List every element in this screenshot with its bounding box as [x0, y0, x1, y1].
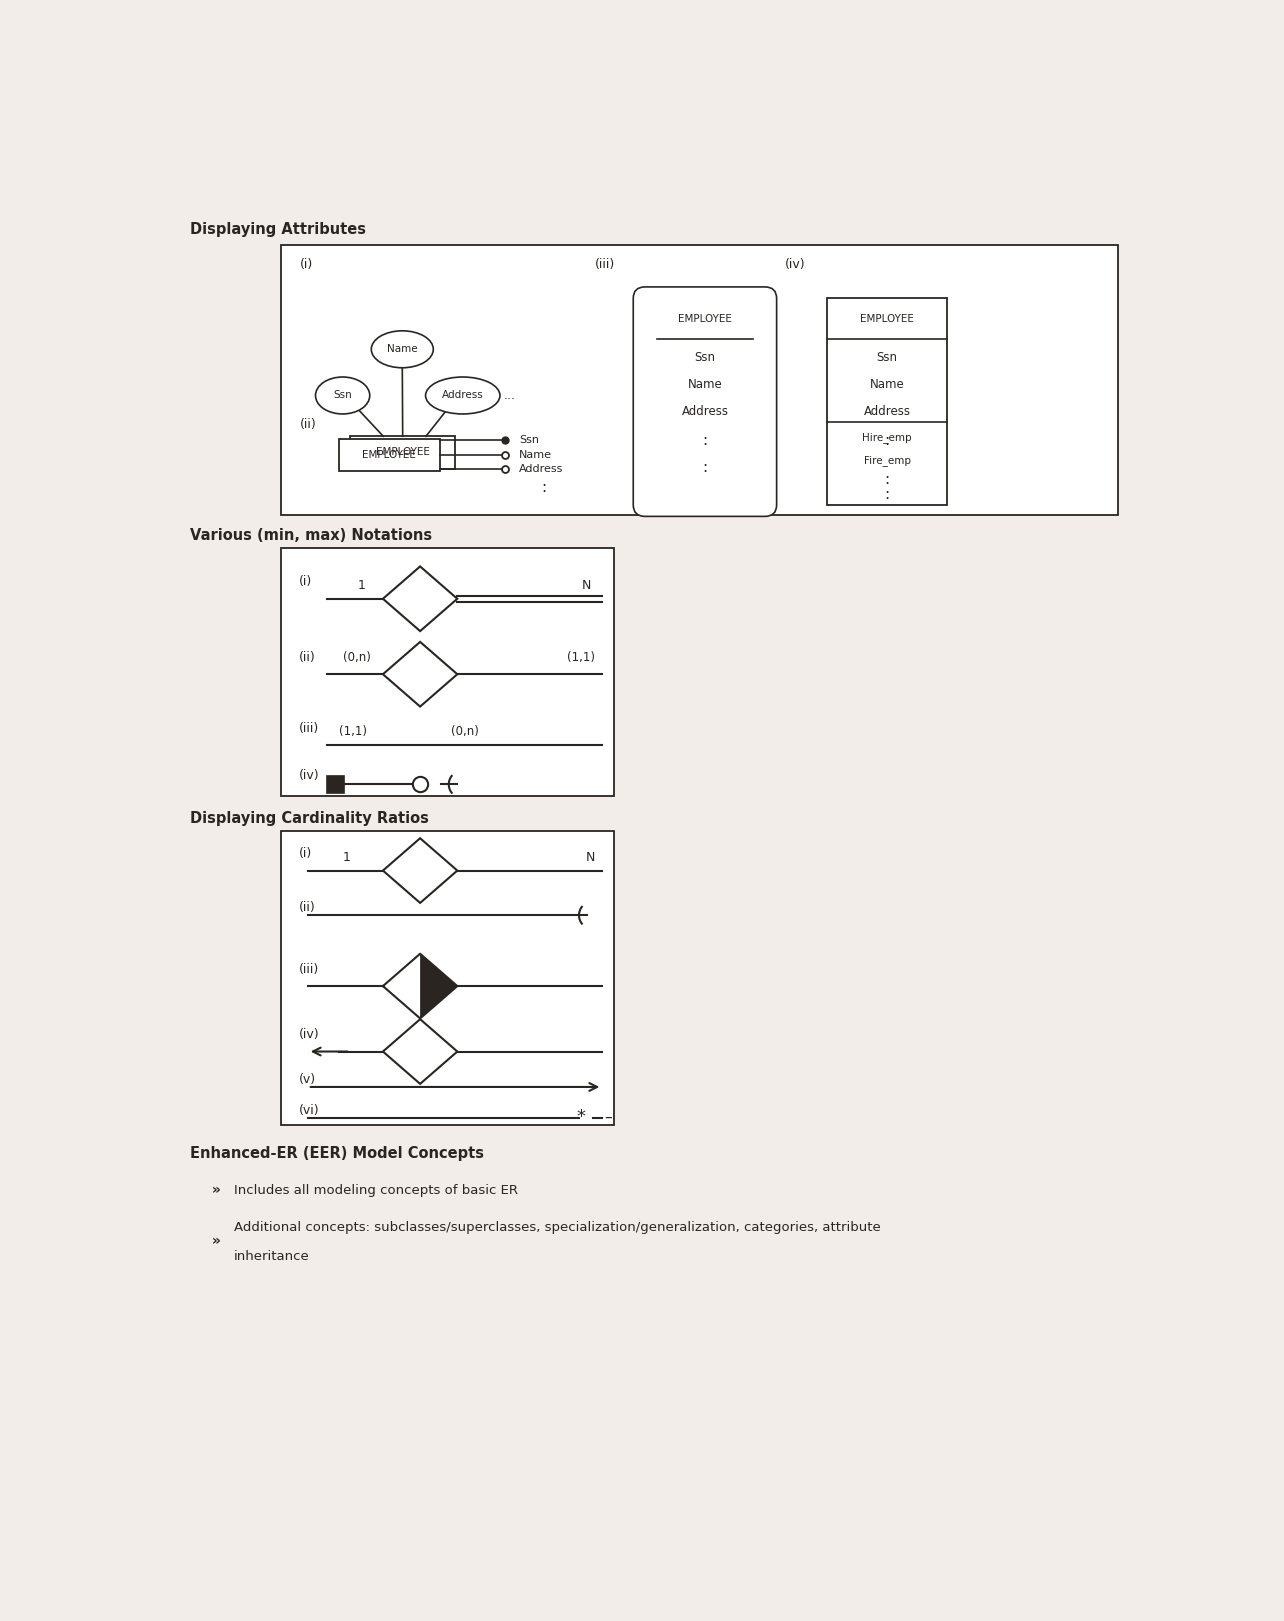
FancyBboxPatch shape: [827, 298, 948, 504]
Text: N: N: [586, 851, 596, 864]
Text: Address: Address: [442, 391, 484, 400]
Polygon shape: [420, 953, 457, 1018]
Text: :: :: [885, 472, 890, 486]
FancyBboxPatch shape: [281, 832, 614, 1125]
Text: Ssn: Ssn: [519, 434, 539, 446]
Text: EMPLOYEE: EMPLOYEE: [860, 314, 914, 324]
Text: »: »: [212, 1234, 221, 1248]
Text: inheritance: inheritance: [234, 1250, 309, 1263]
Ellipse shape: [371, 331, 433, 368]
FancyBboxPatch shape: [281, 245, 1117, 515]
Polygon shape: [383, 1020, 457, 1084]
Text: (vi): (vi): [298, 1104, 320, 1117]
Bar: [327, 776, 344, 793]
Text: Enhanced-ER (EER) Model Concepts: Enhanced-ER (EER) Model Concepts: [190, 1146, 484, 1161]
Text: (0,n): (0,n): [451, 725, 479, 738]
Text: Name: Name: [386, 344, 417, 355]
Text: (iv): (iv): [298, 1028, 320, 1041]
Text: (iii): (iii): [298, 721, 318, 734]
Polygon shape: [383, 953, 420, 1018]
Text: Ssn: Ssn: [695, 352, 715, 365]
Text: Includes all modeling concepts of basic ER: Includes all modeling concepts of basic …: [234, 1183, 519, 1196]
Text: Address: Address: [864, 405, 910, 418]
Text: (iii): (iii): [594, 258, 615, 271]
Text: :: :: [885, 433, 890, 449]
Text: EMPLOYEE: EMPLOYEE: [362, 449, 416, 460]
Text: Fire_emp: Fire_emp: [864, 456, 910, 465]
Text: (iii): (iii): [298, 963, 318, 976]
Text: (v): (v): [298, 1073, 316, 1086]
FancyBboxPatch shape: [633, 287, 777, 517]
Text: :: :: [542, 480, 547, 494]
Text: (iv): (iv): [298, 768, 320, 781]
Text: (ii): (ii): [298, 901, 315, 914]
Text: Hire_emp: Hire_emp: [863, 433, 912, 443]
Text: Address: Address: [682, 405, 728, 418]
Text: N: N: [582, 579, 592, 592]
Text: Additional concepts: subclasses/superclasses, specialization/generalization, cat: Additional concepts: subclasses/supercla…: [234, 1221, 881, 1234]
Text: Displaying Attributes: Displaying Attributes: [190, 222, 366, 237]
Ellipse shape: [316, 378, 370, 413]
Ellipse shape: [425, 378, 499, 413]
Text: Address: Address: [519, 464, 564, 475]
Text: (i): (i): [298, 575, 312, 588]
Polygon shape: [383, 642, 457, 707]
Text: Name: Name: [687, 378, 723, 391]
Text: Various (min, max) Notations: Various (min, max) Notations: [190, 528, 433, 543]
Text: 1: 1: [358, 579, 366, 592]
Text: (iv): (iv): [785, 258, 805, 271]
Text: Name: Name: [519, 449, 552, 460]
FancyBboxPatch shape: [281, 548, 614, 796]
Text: (ii): (ii): [298, 650, 315, 663]
FancyBboxPatch shape: [351, 436, 455, 468]
Text: (0,n): (0,n): [343, 650, 371, 663]
Text: »: »: [212, 1183, 221, 1198]
Text: EMPLOYEE: EMPLOYEE: [376, 447, 430, 457]
Text: :: :: [885, 488, 890, 503]
Text: (i): (i): [300, 258, 313, 271]
Text: (ii): (ii): [300, 418, 317, 431]
Text: Name: Name: [869, 378, 904, 391]
Text: :: :: [702, 460, 707, 475]
Text: –: –: [603, 1110, 611, 1125]
Polygon shape: [383, 838, 457, 903]
Text: :: :: [702, 433, 707, 449]
Text: EMPLOYEE: EMPLOYEE: [678, 314, 732, 324]
Text: Displaying Cardinality Ratios: Displaying Cardinality Ratios: [190, 812, 429, 827]
Text: (1,1): (1,1): [568, 650, 596, 663]
Text: Ssn: Ssn: [334, 391, 352, 400]
Text: (i): (i): [298, 848, 312, 861]
Text: (1,1): (1,1): [339, 725, 367, 738]
Polygon shape: [383, 566, 457, 631]
Text: Ssn: Ssn: [877, 352, 898, 365]
Text: 1: 1: [343, 851, 351, 864]
Text: *: *: [577, 1109, 586, 1127]
Text: ...: ...: [503, 389, 515, 402]
FancyBboxPatch shape: [339, 439, 439, 472]
